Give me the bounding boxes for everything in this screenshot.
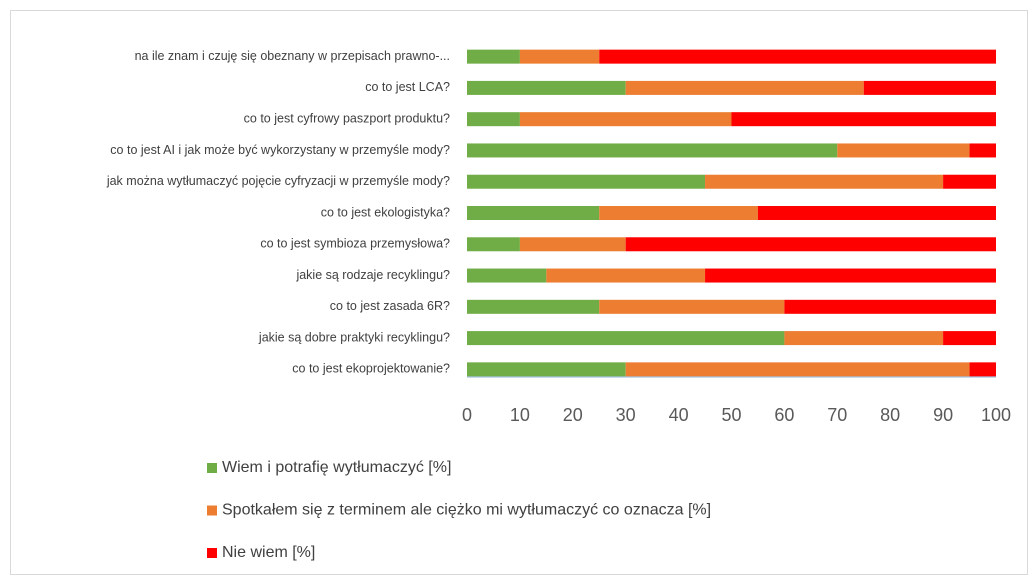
bar-segment xyxy=(467,299,600,314)
bar-segment xyxy=(467,112,520,127)
chart-frame xyxy=(10,10,1028,575)
x-tick-label: 100 xyxy=(981,405,1011,425)
bar-segment xyxy=(757,206,996,220)
bar-segment xyxy=(705,174,944,189)
bar-segment xyxy=(625,237,996,252)
bar-segment xyxy=(467,237,520,252)
x-tick-label: 60 xyxy=(774,405,794,425)
bar-segment xyxy=(546,268,706,283)
bar-segment xyxy=(467,206,600,220)
y-tick-label: jak można wytłumaczyć pojęcie cyfryzacji… xyxy=(106,174,450,188)
bar-segment xyxy=(519,112,732,127)
bar-segment xyxy=(731,112,996,127)
y-tick-label: co to jest symbioza przemysłowa? xyxy=(260,237,450,251)
bar-segment xyxy=(467,362,626,377)
legend-swatch xyxy=(207,505,217,516)
bar-segment xyxy=(519,237,626,252)
x-tick-label: 30 xyxy=(616,405,636,425)
bar-segment xyxy=(863,80,996,95)
bar-segment xyxy=(467,80,626,95)
x-tick-label: 20 xyxy=(563,405,583,425)
bar-segment xyxy=(943,174,996,189)
x-tick-label: 90 xyxy=(933,405,953,425)
bar-segment xyxy=(943,331,996,346)
x-tick-label: 80 xyxy=(880,405,900,425)
y-tick-label: na ile znam i czuję się obeznany w przep… xyxy=(135,49,450,63)
y-tick-label: co to jest ekologistyka? xyxy=(321,205,450,219)
y-tick-label: jakie są rodzaje recyklingu? xyxy=(295,268,450,282)
y-tick-label: jakie są dobre praktyki recyklingu? xyxy=(258,330,450,344)
bar-segment xyxy=(467,49,520,64)
x-tick-label: 50 xyxy=(721,405,741,425)
y-tick-label: co to jest cyfrowy paszport produktu? xyxy=(244,111,450,125)
bar-segment xyxy=(467,143,838,158)
bar-segment xyxy=(625,80,864,95)
bar-segment xyxy=(784,331,944,346)
bar-segment xyxy=(519,49,600,64)
bar-segment xyxy=(969,143,996,158)
bar-segment xyxy=(837,143,970,158)
bar-segment xyxy=(705,268,996,283)
x-tick-label: 10 xyxy=(510,405,530,425)
legend-label: Wiem i potrafię wytłumaczyć [%] xyxy=(222,459,451,476)
y-tick-label: co to jest LCA? xyxy=(365,80,450,94)
bar-segment xyxy=(969,362,996,377)
legend-label: Spotkałem się z terminem ale ciężko mi w… xyxy=(222,502,711,519)
bar-segment xyxy=(467,331,785,346)
bar-segment xyxy=(467,268,547,283)
bar-segment xyxy=(625,362,970,377)
legend-swatch xyxy=(207,463,217,473)
x-tick-label: 0 xyxy=(462,405,472,425)
y-tick-label: co to jest zasada 6R? xyxy=(330,299,450,313)
x-tick-label: 40 xyxy=(669,405,689,425)
legend-label: Nie wiem [%] xyxy=(222,544,315,561)
y-tick-label: co to jest ekoprojektowanie? xyxy=(292,362,450,376)
x-tick-label: 70 xyxy=(827,405,847,425)
bar-segment xyxy=(599,49,996,64)
bar-segment xyxy=(599,299,785,314)
bar-segment xyxy=(784,299,996,314)
y-tick-label: co to jest AI i jak może być wykorzystan… xyxy=(110,143,450,157)
legend-swatch xyxy=(207,548,217,558)
bar-segment xyxy=(467,174,706,189)
bar-segment xyxy=(599,206,758,220)
